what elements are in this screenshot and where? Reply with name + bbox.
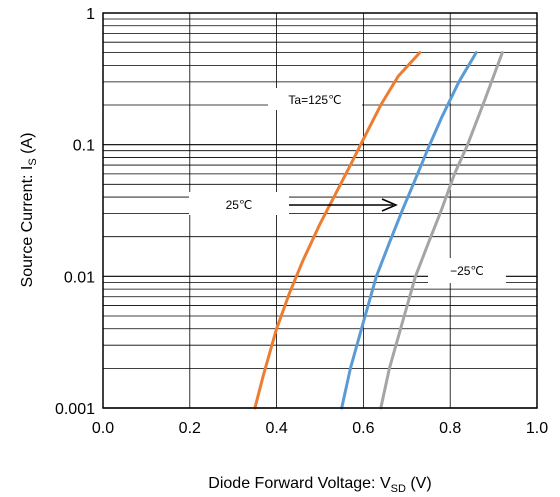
annotation-125: Ta=125℃ (288, 93, 341, 107)
annotation-25: 25℃ (226, 198, 253, 212)
y-axis-title-main: Source Current: I (19, 166, 36, 288)
y-axis-title-unit: (A) (19, 133, 36, 159)
x-axis-title-main: Diode Forward Voltage: V (208, 475, 391, 492)
x-axis-title-sub: SD (391, 483, 406, 495)
series-lines (253, 51, 504, 410)
tick-labels: 0.0 0.2 0.4 0.6 0.8 1.0 0.001 0.01 0.1 1 (55, 6, 548, 437)
series-line-1 (340, 51, 478, 410)
x-axis-title-unit: (V) (406, 475, 432, 492)
y-axis-title: Source Current: IS (A) (19, 133, 39, 288)
series-line-0 (253, 51, 422, 410)
annotation-box-25 (189, 192, 289, 215)
annotation-m25: −25℃ (450, 264, 484, 278)
annotation-arrowhead-25 (381, 198, 398, 212)
plot-frame (102, 12, 538, 409)
y-tick-label: 1 (86, 6, 95, 23)
x-tick-label: 0.6 (352, 420, 374, 437)
x-tick-label: 0.8 (439, 420, 461, 437)
y-tick-label: 0.001 (55, 401, 95, 418)
x-tick-label: 0.4 (265, 420, 287, 437)
x-axis-title: Diode Forward Voltage: VSD (V) (208, 475, 431, 495)
grid-lines (102, 13, 538, 409)
y-axis-title-sub: S (27, 158, 39, 165)
y-tick-label: 0.01 (64, 269, 95, 286)
x-tick-label: 0.0 (92, 420, 114, 437)
x-tick-label: 0.2 (179, 420, 201, 437)
x-tick-label: 1.0 (526, 420, 548, 437)
annotation-box-125 (268, 88, 362, 110)
series-line-2 (379, 51, 504, 410)
y-tick-label: 0.1 (73, 138, 95, 155)
annotation-box-m25 (428, 258, 506, 283)
